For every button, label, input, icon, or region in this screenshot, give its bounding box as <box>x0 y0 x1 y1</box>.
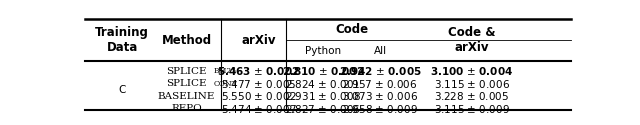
Text: 2.810 $\pm$ 0.002: 2.810 $\pm$ 0.002 <box>282 65 364 77</box>
Text: 2.942 $\pm$ 0.005: 2.942 $\pm$ 0.005 <box>339 65 422 77</box>
Text: 2.827 $\pm$ 0.006: 2.827 $\pm$ 0.006 <box>285 103 361 115</box>
Text: SPLICE: SPLICE <box>166 67 207 76</box>
Text: CONT: CONT <box>214 80 237 88</box>
Text: BM25: BM25 <box>214 67 237 75</box>
Text: REPO: REPO <box>172 104 202 113</box>
Text: Code &
arXiv: Code & arXiv <box>448 26 495 54</box>
Text: 2.957 $\pm$ 0.006: 2.957 $\pm$ 0.006 <box>342 78 418 90</box>
Text: 5.477 $\pm$ 0.005: 5.477 $\pm$ 0.005 <box>221 78 296 90</box>
Text: 3.228 $\pm$ 0.005: 3.228 $\pm$ 0.005 <box>434 90 509 102</box>
Text: 3.115 $\pm$ 0.009: 3.115 $\pm$ 0.009 <box>434 103 510 115</box>
Text: 5.550 $\pm$ 0.002: 5.550 $\pm$ 0.002 <box>221 90 296 102</box>
Text: C: C <box>118 85 126 95</box>
Text: Python: Python <box>305 46 341 56</box>
Text: 5.474 $\pm$ 0.007: 5.474 $\pm$ 0.007 <box>221 103 296 115</box>
Text: SPLICE: SPLICE <box>166 79 207 88</box>
Text: arXiv: arXiv <box>241 34 276 46</box>
Text: 2.824 $\pm$ 0.001: 2.824 $\pm$ 0.001 <box>285 78 361 90</box>
Text: All: All <box>374 46 387 56</box>
Text: 5.463 $\pm$ 0.002: 5.463 $\pm$ 0.002 <box>217 65 300 77</box>
Text: 3.100 $\pm$ 0.004: 3.100 $\pm$ 0.004 <box>430 65 513 77</box>
Text: 3.073 $\pm$ 0.006: 3.073 $\pm$ 0.006 <box>342 90 418 102</box>
Text: BASELINE: BASELINE <box>158 92 215 101</box>
Text: Method: Method <box>161 34 212 46</box>
Text: 3.115 $\pm$ 0.006: 3.115 $\pm$ 0.006 <box>434 78 510 90</box>
Text: Training
Data: Training Data <box>95 26 149 54</box>
Text: Code: Code <box>335 23 369 36</box>
Text: 2.931 $\pm$ 0.008: 2.931 $\pm$ 0.008 <box>285 90 361 102</box>
Text: 2.958 $\pm$ 0.009: 2.958 $\pm$ 0.009 <box>342 103 418 115</box>
